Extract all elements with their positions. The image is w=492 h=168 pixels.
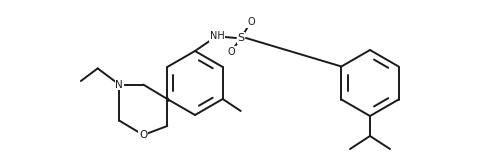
- Text: O: O: [247, 17, 255, 27]
- Text: N: N: [116, 80, 123, 90]
- Text: S: S: [238, 33, 245, 43]
- Text: O: O: [227, 47, 235, 57]
- Text: NH: NH: [210, 31, 224, 41]
- Text: O: O: [139, 130, 148, 140]
